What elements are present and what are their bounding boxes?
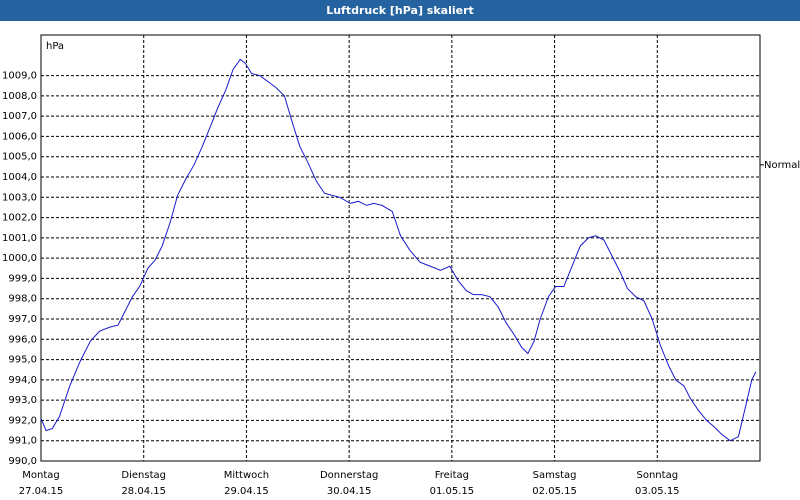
y-tick-label: 1008,0 bbox=[2, 91, 37, 102]
x-tick-label: Freitag bbox=[435, 470, 469, 481]
x-tick-date: 29.04.15 bbox=[224, 486, 269, 497]
y-tick-label: 997,0 bbox=[8, 314, 37, 325]
x-tick-label: Samstag bbox=[533, 470, 577, 481]
x-tick-label: Sonntag bbox=[637, 470, 679, 481]
x-tick-date: 03.05.15 bbox=[635, 486, 680, 497]
y-tick-label: 1001,0 bbox=[2, 233, 37, 244]
x-tick-label: Donnerstag bbox=[320, 470, 378, 481]
x-tick-date: 28.04.15 bbox=[121, 486, 166, 497]
x-tick-date: 30.04.15 bbox=[327, 486, 372, 497]
y-tick-label: 1007,0 bbox=[2, 111, 37, 122]
y-tick-label: 998,0 bbox=[8, 294, 37, 305]
y-tick-label: 1004,0 bbox=[2, 172, 37, 183]
chart-title: Luftdruck [hPa] skaliert bbox=[326, 4, 474, 17]
y-tick-label: 1006,0 bbox=[2, 131, 37, 142]
x-tick-date: 02.05.15 bbox=[532, 486, 577, 497]
x-tick-label: Mittwoch bbox=[224, 470, 269, 481]
y-tick-label: 999,0 bbox=[8, 273, 37, 284]
y-tick-label: 992,0 bbox=[8, 415, 37, 426]
y-tick-label: 995,0 bbox=[8, 355, 37, 366]
y-tick-label: 1005,0 bbox=[2, 152, 37, 163]
y-tick-label: 1003,0 bbox=[2, 192, 37, 203]
title-bar bbox=[0, 0, 800, 21]
x-tick-date: 01.05.15 bbox=[430, 486, 475, 497]
y-tick-label: 994,0 bbox=[8, 375, 37, 386]
y-tick-label: 993,0 bbox=[8, 395, 37, 406]
reference-label: Normal bbox=[764, 160, 800, 171]
x-tick-date: 27.04.15 bbox=[19, 486, 64, 497]
y-tick-label: 991,0 bbox=[8, 436, 37, 447]
y-tick-label: 1002,0 bbox=[2, 213, 37, 224]
y-tick-label: 1000,0 bbox=[2, 253, 37, 264]
y-tick-label: 990,0 bbox=[8, 456, 37, 467]
y-tick-label: 996,0 bbox=[8, 334, 37, 345]
plot-frame bbox=[40, 34, 761, 462]
x-tick-label: Dienstag bbox=[121, 470, 166, 481]
x-tick-label: Montag bbox=[22, 470, 59, 481]
series-line bbox=[40, 58, 757, 442]
y-tick-label: 1009,0 bbox=[2, 71, 37, 82]
y-axis-label: hPa bbox=[46, 41, 64, 52]
